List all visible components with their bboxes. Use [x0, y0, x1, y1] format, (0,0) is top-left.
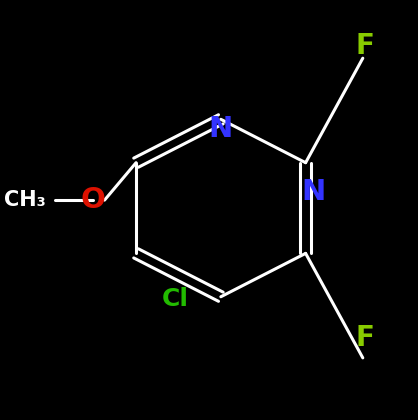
Text: N: N	[209, 115, 233, 143]
Text: O: O	[80, 186, 105, 214]
Text: F: F	[355, 324, 374, 352]
Text: F: F	[355, 32, 374, 60]
Text: N: N	[301, 178, 326, 206]
Text: Cl: Cl	[162, 287, 189, 311]
Text: CH₃: CH₃	[4, 190, 46, 210]
